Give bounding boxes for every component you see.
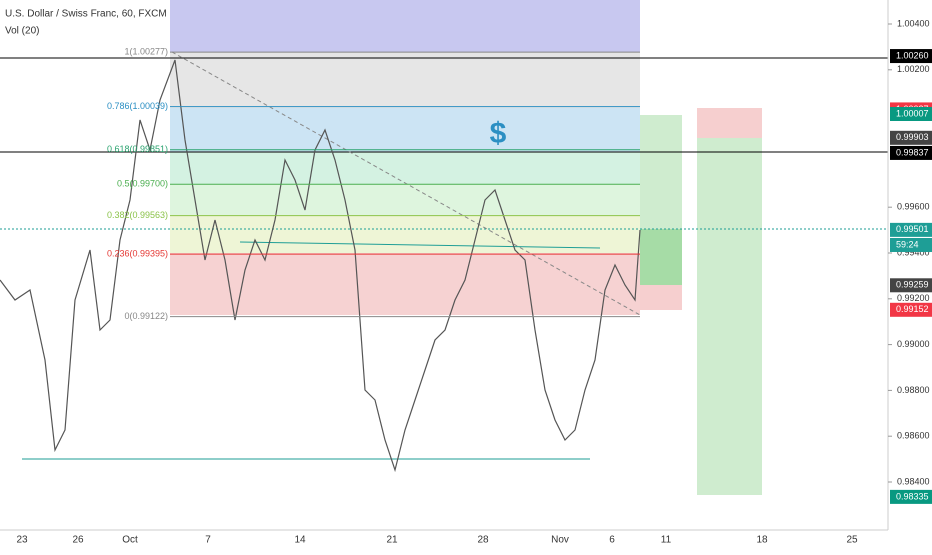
- badge-label: 0.99501: [896, 224, 929, 234]
- zone: [170, 253, 640, 315]
- badge-label: 0.99152: [896, 304, 929, 314]
- fib-label: 0.786(1.00039): [107, 101, 168, 111]
- badge-label: 59:24: [896, 239, 919, 249]
- price-badge: [890, 222, 932, 237]
- badge-label: 0.99903: [896, 132, 929, 142]
- zone: [170, 184, 640, 215]
- price-sketch: [0, 59, 641, 473]
- zone: [170, 215, 640, 253]
- price-label: 0.98400: [897, 476, 930, 486]
- symbol-title: U.S. Dollar / Swiss Franc, 60, FXCM: [5, 9, 167, 20]
- badge-label: 0.99259: [896, 280, 929, 290]
- time-label: 28: [477, 535, 489, 546]
- time-label: 11: [661, 535, 672, 546]
- zone: [170, 52, 640, 108]
- indicator-label: Vol (20): [5, 26, 39, 37]
- price-badge: [890, 106, 932, 121]
- price-badge: [890, 278, 932, 293]
- dynamic: 1.00400 1.00200 0.99600 0.99400 0.99200 0.990…: [16, 18, 932, 546]
- fib-label: 0(0.99122): [124, 311, 168, 321]
- price-label: 0.98600: [897, 431, 930, 441]
- long-zone: [640, 229, 682, 285]
- price-label: 0.99200: [897, 293, 930, 303]
- time-label: 26: [72, 535, 84, 546]
- badge-label: 1.00007: [896, 108, 929, 118]
- trend-line: [239, 241, 601, 249]
- zone: [170, 0, 640, 52]
- time-label: 18: [756, 535, 768, 546]
- time-label: 21: [386, 535, 398, 546]
- price-badge: [890, 49, 932, 64]
- time-label: 14: [294, 535, 306, 546]
- price-label: 0.99400: [897, 247, 930, 257]
- time-label: Nov: [551, 535, 569, 546]
- stop-zone: [640, 285, 682, 310]
- annotation: $: [490, 117, 507, 150]
- price-label: 0.99600: [897, 202, 930, 212]
- badge-label: 0.98335: [896, 491, 929, 501]
- badge-label: 1.00260: [896, 50, 929, 60]
- price-badge: [890, 302, 932, 317]
- price-badge: [890, 130, 932, 145]
- price-label: 0.99000: [897, 339, 930, 349]
- time-label: 23: [16, 535, 28, 546]
- price-axis: [888, 0, 932, 550]
- price-label: 0.98800: [897, 385, 930, 395]
- fib-label: 0.236(0.99395): [107, 249, 168, 259]
- time-label: Oct: [122, 535, 138, 546]
- price-label: 1.00200: [897, 64, 930, 74]
- target-zone: [697, 138, 762, 495]
- fib-label: 1(1.00277): [124, 47, 168, 57]
- badge-label: 0.99837: [896, 147, 929, 157]
- time-label: 7: [205, 535, 211, 546]
- price-badge: [890, 237, 932, 252]
- fib-trend: [171, 51, 641, 316]
- stop-zone: [697, 108, 762, 138]
- zone: [170, 152, 640, 184]
- price-label: 1.00400: [897, 18, 930, 28]
- fib-label: 0.382(0.99563): [107, 210, 168, 220]
- time-label: 25: [846, 535, 858, 546]
- time-label: 6: [609, 535, 615, 546]
- zone: [170, 108, 640, 152]
- fib-label: 0.5(0.99700): [117, 179, 168, 189]
- fib-label: 0.618(0.99851): [107, 144, 168, 154]
- price-badge: [890, 489, 932, 504]
- price-badge: [890, 145, 932, 160]
